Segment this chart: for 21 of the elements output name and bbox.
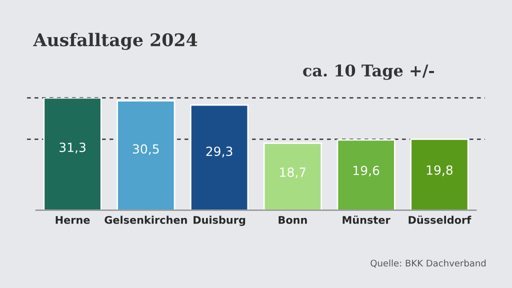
bar [336,139,396,210]
chart-title: Ausfalltage 2024 [33,32,198,50]
bar [410,138,469,210]
bar [190,104,249,210]
bar [116,100,176,210]
x-tick-label: Bonn [278,216,307,224]
data-label: 31,3 [60,142,86,154]
source-note: Quelle: BKK Dachverband [370,260,486,268]
data-label: 19,6 [354,166,380,176]
bar [43,98,102,210]
x-tick-label: Herne [56,216,90,224]
data-label: 29,3 [206,146,232,158]
data-label: 18,7 [280,168,306,178]
x-tick-label: Düsseldorf [408,216,472,224]
x-tick-label: Duisburg [194,216,246,226]
bar [263,142,322,210]
data-label: 30,5 [132,144,159,155]
x-tick-label: Münster [342,216,390,224]
x-tick-label: Gelsenkirchen [104,216,187,224]
text: ca. 10 Tage +/- [303,64,434,80]
data-label: 19,8 [426,165,453,176]
